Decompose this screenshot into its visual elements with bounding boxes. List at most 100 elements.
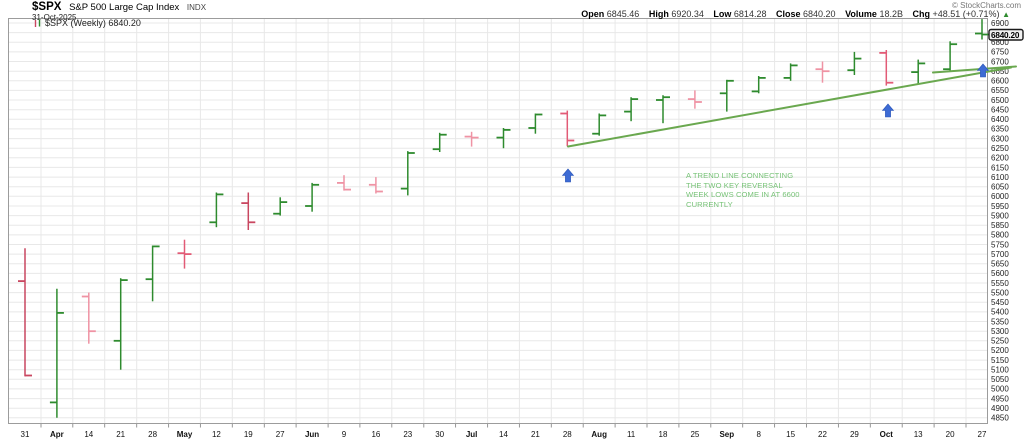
x-axis-label: 21 [531,430,540,439]
y-axis-label: 6300 [991,134,1009,143]
annotation-note-line: CURRENTLY [686,199,733,209]
x-axis-label: 9 [342,430,347,439]
y-axis-label: 6700 [991,57,1009,66]
x-axis-label: 22 [818,430,827,439]
ohlc-bar [273,197,288,216]
reversal-up-arrow-icon [561,168,575,183]
x-axis-label: 19 [244,430,253,439]
y-axis-label: 6400 [991,115,1009,124]
ohlc-bar [528,113,543,134]
trend-line [567,66,1012,148]
x-axis-label: 11 [627,430,636,439]
x-axis-label: 20 [946,430,955,439]
annotation-note-line: WEEK LOWS COME IN AT 6600 [686,190,800,200]
x-axis-label: Sep [719,430,734,439]
y-axis-label: 5650 [991,260,1009,269]
change-value: +48.51 (+0.71%) [932,9,1000,19]
x-axis-label: 18 [659,430,668,439]
exchange-label: INDX [186,3,207,12]
reversal-up-arrow-icon [976,63,990,78]
ohlc-bar [305,182,320,212]
ohlc-bar [879,50,894,86]
ohlc-bar [943,41,958,72]
y-axis-label: 5500 [991,288,1009,297]
y-axis-label: 5200 [991,346,1009,355]
y-axis-label: 6650 [991,67,1009,76]
ohlc-bar [145,245,160,302]
ohlc-bar [337,175,351,191]
x-axis-label: Oct [880,430,894,439]
low-label: Low [713,9,732,19]
change-label: Chg [912,9,930,19]
y-axis-label: 5450 [991,298,1009,307]
chart-date: 31-Oct-2025 [32,13,77,22]
close-label: Close [775,9,801,19]
ohlc-bar [241,192,256,230]
volume-value: 18.2B [879,9,903,19]
y-axis-label: 6350 [991,125,1009,134]
y-axis-label: 4950 [991,394,1009,403]
open-label: Open [581,9,605,19]
chart-style-icon [34,19,41,27]
last-price-flag [988,28,1024,41]
y-axis-label: 6550 [991,86,1009,95]
ohlc-bar [815,61,830,83]
y-axis-label: 6150 [991,163,1009,172]
annotation-note-line: A TREND LINE CONNECTING [686,171,794,180]
y-axis-label: 6200 [991,154,1009,163]
x-axis-label: 14 [499,430,508,439]
y-axis-label: 5900 [991,211,1009,220]
y-axis-label: 5250 [991,337,1009,346]
volume-label: Volume [845,9,877,19]
x-axis-label: 21 [116,430,125,439]
change-up-arrow-icon: ▲ [1002,10,1010,19]
ohlc-bar [209,192,224,228]
y-axis-label: 5050 [991,375,1009,384]
ohlc-bar [464,131,479,147]
x-axis-label: 14 [84,430,93,439]
quote-summary: Open 6845.46 High 6920.34 Low 6814.28 Cl… [581,9,1010,19]
y-axis-label: 5800 [991,231,1009,240]
ohlc-bar [113,278,128,370]
y-axis-label: 4900 [991,404,1009,413]
ohlc-bar [400,151,415,196]
ohlc-bar [847,51,862,75]
ohlc-bar [560,110,575,147]
x-axis-label: Jun [305,430,319,439]
y-axis-label: 5600 [991,269,1009,278]
y-axis-label: 6250 [991,144,1009,153]
x-axis-label: 29 [850,430,859,439]
ohlc-bar [783,63,798,81]
last-price-flag-text: 6840.20 [991,31,1020,40]
ohlc-bar [81,292,96,344]
y-axis-label: 5000 [991,385,1009,394]
x-axis-label: Apr [50,430,64,439]
plot-border [8,18,988,424]
ohlc-bar [751,76,766,94]
y-axis-label: 6500 [991,96,1009,105]
ohlc-bar [687,90,702,109]
index-name-label: S&P 500 Large Cap Index [69,2,180,13]
x-axis-label: Aug [591,430,607,439]
y-axis-label: 6900 [991,19,1009,28]
x-axis-label: 27 [276,430,285,439]
x-axis-label: 23 [403,430,412,439]
x-axis-label: May [177,430,193,439]
y-axis-label: 6000 [991,192,1009,201]
ohlc-bar [911,59,926,85]
y-axis-label: 6100 [991,173,1009,182]
y-axis-label: 6800 [991,38,1009,47]
y-axis-label: 5700 [991,250,1009,259]
close-value: 6840.20 [803,9,836,19]
low-value: 6814.28 [733,9,767,19]
ohlc-bar [432,132,447,152]
ohlc-bar [496,128,511,149]
reversal-up-arrow-icon [881,103,895,118]
chart-header: $SPX S&P 500 Large Cap Index INDX [32,1,206,13]
y-axis-label: 5750 [991,240,1009,249]
x-axis-label: 13 [914,430,923,439]
ohlc-bar [368,177,383,194]
open-value: 6845.46 [606,9,640,19]
x-axis-label: Jul [466,430,478,439]
ohlc-bar [49,288,64,418]
